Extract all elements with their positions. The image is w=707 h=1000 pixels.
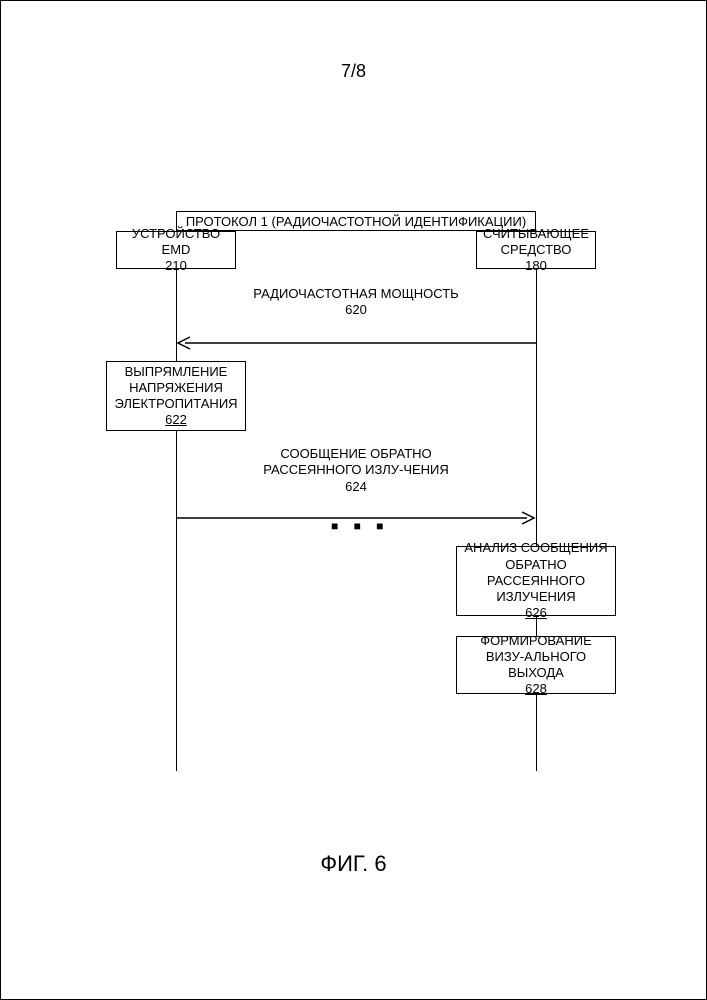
msg1-ref: 620 (345, 302, 367, 317)
node-output: ФОРМИРОВАНИЕ ВИЗУ-АЛЬНОГО ВЫХОДА 628 (456, 636, 616, 694)
protocol-title: ПРОТОКОЛ 1 (РАДИОЧАСТОТНОЙ ИДЕНТИФИКАЦИИ… (176, 211, 536, 231)
msg1-arrow (176, 336, 536, 350)
right-lane-header: СЧИТЫВАЮЩЕЕ СРЕДСТВО 180 (476, 231, 596, 269)
node-analyze: АНАЛИЗ СООБЩЕНИЯ ОБРАТНО РАССЕЯННОГО ИЗЛ… (456, 546, 616, 616)
figure-caption: ФИГ. 6 (1, 851, 706, 877)
msg2-label: СООБЩЕНИЕ ОБРАТНО РАССЕЯННОГО ИЗЛУ-ЧЕНИЯ… (241, 446, 471, 495)
msg2-ref: 624 (345, 479, 367, 494)
node-rectify: ВЫПРЯМЛЕНИЕ НАПРЯЖЕНИЯ ЭЛЕКТРОПИТАНИЯ 62… (106, 361, 246, 431)
msg1-label: РАДИОЧАСТОТНАЯ МОЩНОСТЬ 620 (241, 286, 471, 319)
node-rectify-ref: 622 (165, 412, 187, 428)
sequence-diagram: ПРОТОКОЛ 1 (РАДИОЧАСТОТНОЙ ИДЕНТИФИКАЦИИ… (121, 211, 591, 811)
node-output-label: ФОРМИРОВАНИЕ ВИЗУ-АЛЬНОГО ВЫХОДА (463, 633, 609, 682)
protocol-title-label: ПРОТОКОЛ 1 (РАДИОЧАСТОТНОЙ ИДЕНТИФИКАЦИИ… (186, 214, 526, 229)
page-number: 7/8 (1, 61, 706, 82)
ellipsis-icon: ■ ■ ■ (331, 519, 389, 533)
msg2-text: СООБЩЕНИЕ ОБРАТНО РАССЕЯННОГО ИЗЛУ-ЧЕНИЯ (263, 446, 449, 477)
node-rectify-label: ВЫПРЯМЛЕНИЕ НАПРЯЖЕНИЯ ЭЛЕКТРОПИТАНИЯ (113, 364, 239, 413)
node-analyze-label: АНАЛИЗ СООБЩЕНИЯ ОБРАТНО РАССЕЯННОГО ИЗЛ… (463, 540, 609, 605)
right-lane-header-label: СЧИТЫВАЮЩЕЕ СРЕДСТВО (483, 226, 589, 259)
node-analyze-ref: 626 (525, 605, 547, 621)
node-output-ref: 628 (525, 681, 547, 697)
msg1-text: РАДИОЧАСТОТНАЯ МОЩНОСТЬ (253, 286, 458, 301)
left-lane-header-label: УСТРОЙСТВО EMD (123, 226, 229, 259)
left-lane-header: УСТРОЙСТВО EMD 210 (116, 231, 236, 269)
page-frame: 7/8 ПРОТОКОЛ 1 (РАДИОЧАСТОТНОЙ ИДЕНТИФИК… (0, 0, 707, 1000)
